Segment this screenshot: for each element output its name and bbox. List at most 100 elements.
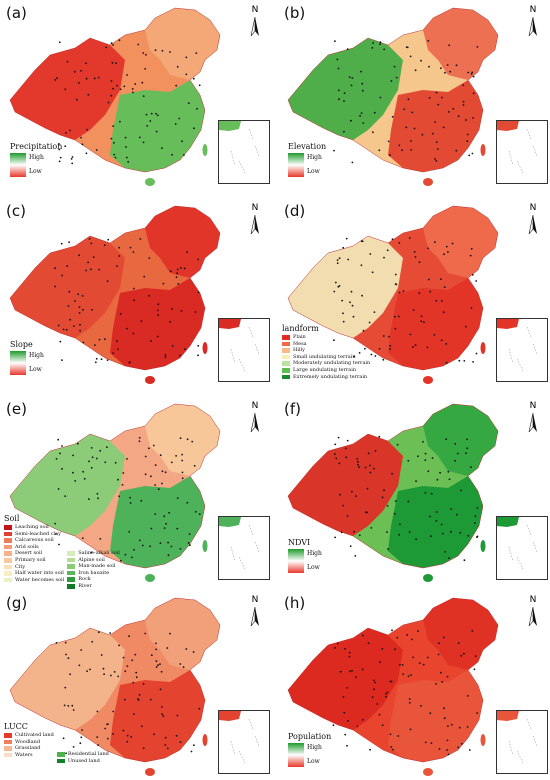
sample-point xyxy=(67,305,70,307)
sample-point xyxy=(58,148,61,151)
sample-point xyxy=(336,259,339,261)
sample-point xyxy=(414,69,417,72)
sample-point xyxy=(122,656,125,659)
sample-point xyxy=(362,122,365,124)
sample-point xyxy=(457,642,460,644)
sample-point xyxy=(399,663,401,666)
map-region-northeast xyxy=(423,206,498,278)
sample-point xyxy=(176,272,179,275)
sample-point xyxy=(332,724,335,727)
sample-point xyxy=(114,156,117,159)
sample-point xyxy=(343,711,346,714)
sample-point xyxy=(379,41,382,44)
sample-point xyxy=(180,310,183,312)
sample-point xyxy=(196,107,198,110)
sample-point xyxy=(197,258,200,261)
sample-point xyxy=(435,141,438,144)
north-arrow-icon: N xyxy=(245,6,265,40)
sample-point xyxy=(373,688,375,691)
sample-point xyxy=(381,496,384,499)
sample-point xyxy=(386,505,389,507)
sample-point xyxy=(72,454,74,457)
sample-point xyxy=(77,293,80,296)
sample-point xyxy=(446,675,449,678)
sample-point xyxy=(359,115,361,117)
sample-point xyxy=(80,69,82,72)
sample-point xyxy=(133,299,136,302)
sample-point xyxy=(123,698,126,701)
sample-point xyxy=(138,539,141,542)
sample-point xyxy=(354,555,357,557)
sample-point xyxy=(142,747,145,750)
sample-point xyxy=(150,654,153,657)
sample-point xyxy=(90,551,93,554)
sample-point xyxy=(347,258,350,261)
sample-point xyxy=(126,734,129,737)
sample-point xyxy=(187,542,190,544)
sample-point xyxy=(148,447,150,450)
sample-point xyxy=(367,642,370,644)
sample-point xyxy=(98,268,101,271)
sample-point xyxy=(144,473,147,476)
sample-point xyxy=(137,43,140,46)
sample-point xyxy=(112,44,114,46)
sample-point xyxy=(197,344,200,347)
legend-high-label: High xyxy=(29,352,44,359)
sample-point xyxy=(145,53,147,56)
sample-point xyxy=(437,103,440,106)
sample-point xyxy=(163,515,166,518)
sample-point xyxy=(78,664,81,667)
sample-point xyxy=(470,307,473,309)
sample-point xyxy=(430,742,433,744)
sample-point xyxy=(105,46,108,49)
sample-point xyxy=(358,534,361,537)
sample-point xyxy=(358,352,361,354)
sample-point xyxy=(387,548,389,550)
map-legend: NDVI High Low xyxy=(288,538,322,573)
sample-point xyxy=(408,531,411,533)
sample-point xyxy=(429,712,432,715)
sample-point xyxy=(440,523,443,526)
sample-point xyxy=(181,471,184,474)
sample-point xyxy=(115,62,117,65)
north-label: N xyxy=(251,595,259,605)
sample-point xyxy=(70,158,73,160)
north-label: N xyxy=(251,401,259,411)
sample-point xyxy=(69,673,71,676)
sample-point xyxy=(74,480,77,482)
sample-point xyxy=(466,438,468,441)
sample-point xyxy=(86,670,88,672)
sample-point xyxy=(429,290,431,293)
sample-point xyxy=(58,41,61,44)
sample-point xyxy=(89,668,91,671)
legend-item: Rock xyxy=(67,576,120,583)
sample-point xyxy=(410,140,412,142)
sample-point xyxy=(378,661,381,664)
sample-point xyxy=(174,123,177,125)
sample-point xyxy=(65,653,67,656)
sample-point xyxy=(385,695,387,698)
sample-point xyxy=(381,724,384,726)
sample-point xyxy=(185,73,188,76)
sample-point xyxy=(398,291,401,294)
sample-point xyxy=(118,644,120,647)
sample-point xyxy=(378,347,381,350)
sample-point xyxy=(382,358,385,361)
sample-point xyxy=(189,544,191,547)
sample-point xyxy=(198,84,201,87)
sample-point xyxy=(408,701,411,704)
sample-point xyxy=(176,527,179,530)
sample-point xyxy=(447,725,449,727)
sample-point xyxy=(468,749,471,751)
sample-point xyxy=(181,453,184,456)
sample-point xyxy=(169,321,172,323)
sample-point xyxy=(455,64,458,67)
sample-point xyxy=(353,355,356,358)
sample-point xyxy=(123,85,126,88)
sample-point xyxy=(343,92,346,94)
sample-point xyxy=(107,737,109,740)
sample-point xyxy=(442,636,445,639)
sample-point xyxy=(401,149,403,152)
sample-point xyxy=(138,693,141,696)
legend-low-label: Low xyxy=(307,168,320,175)
